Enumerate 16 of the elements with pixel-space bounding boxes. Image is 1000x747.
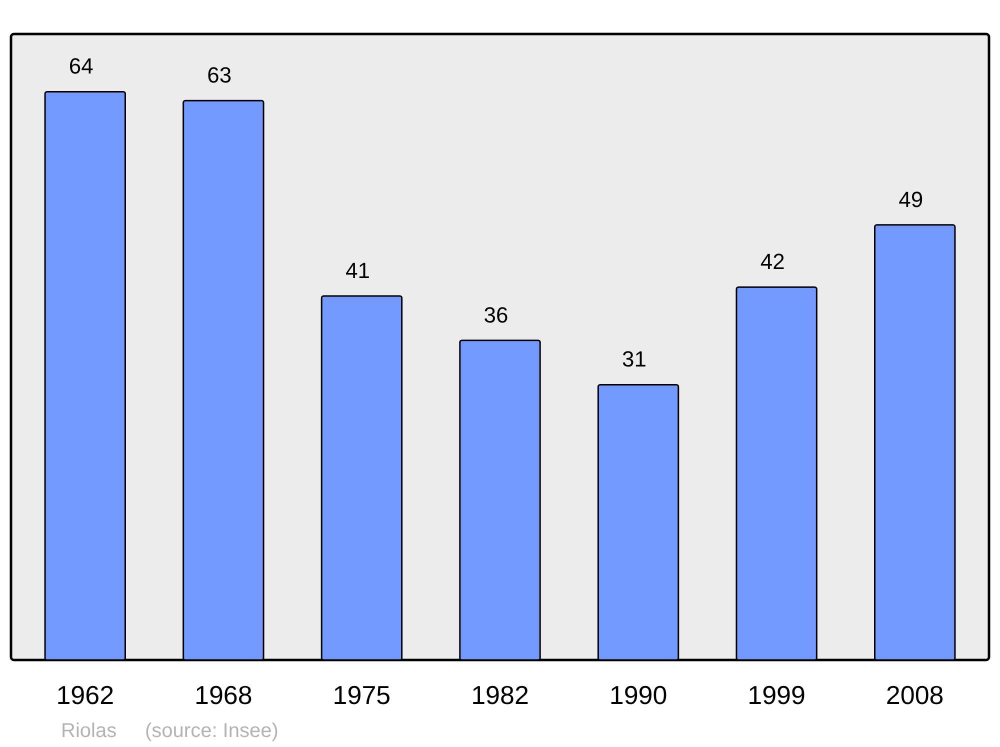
data-label: 41 [345,258,370,283]
data-label: 36 [484,302,508,328]
x-tick-label: 1962 [56,680,114,710]
data-label: 49 [898,186,924,212]
data-label: 64 [68,54,94,79]
x-tick-label: 1990 [609,680,668,710]
x-tick-label: 2008 [886,680,944,710]
data-label: 42 [760,249,785,274]
x-tick-label: 1968 [194,680,252,710]
data-label: 63 [207,62,232,88]
text: Riolas [61,720,117,742]
x-tick-label: 1982 [471,680,529,710]
text: (source: Insee) [145,720,278,742]
x-tick-label: 1975 [332,680,391,710]
data-label: 31 [622,346,647,372]
x-tick-label: 1999 [748,680,806,710]
